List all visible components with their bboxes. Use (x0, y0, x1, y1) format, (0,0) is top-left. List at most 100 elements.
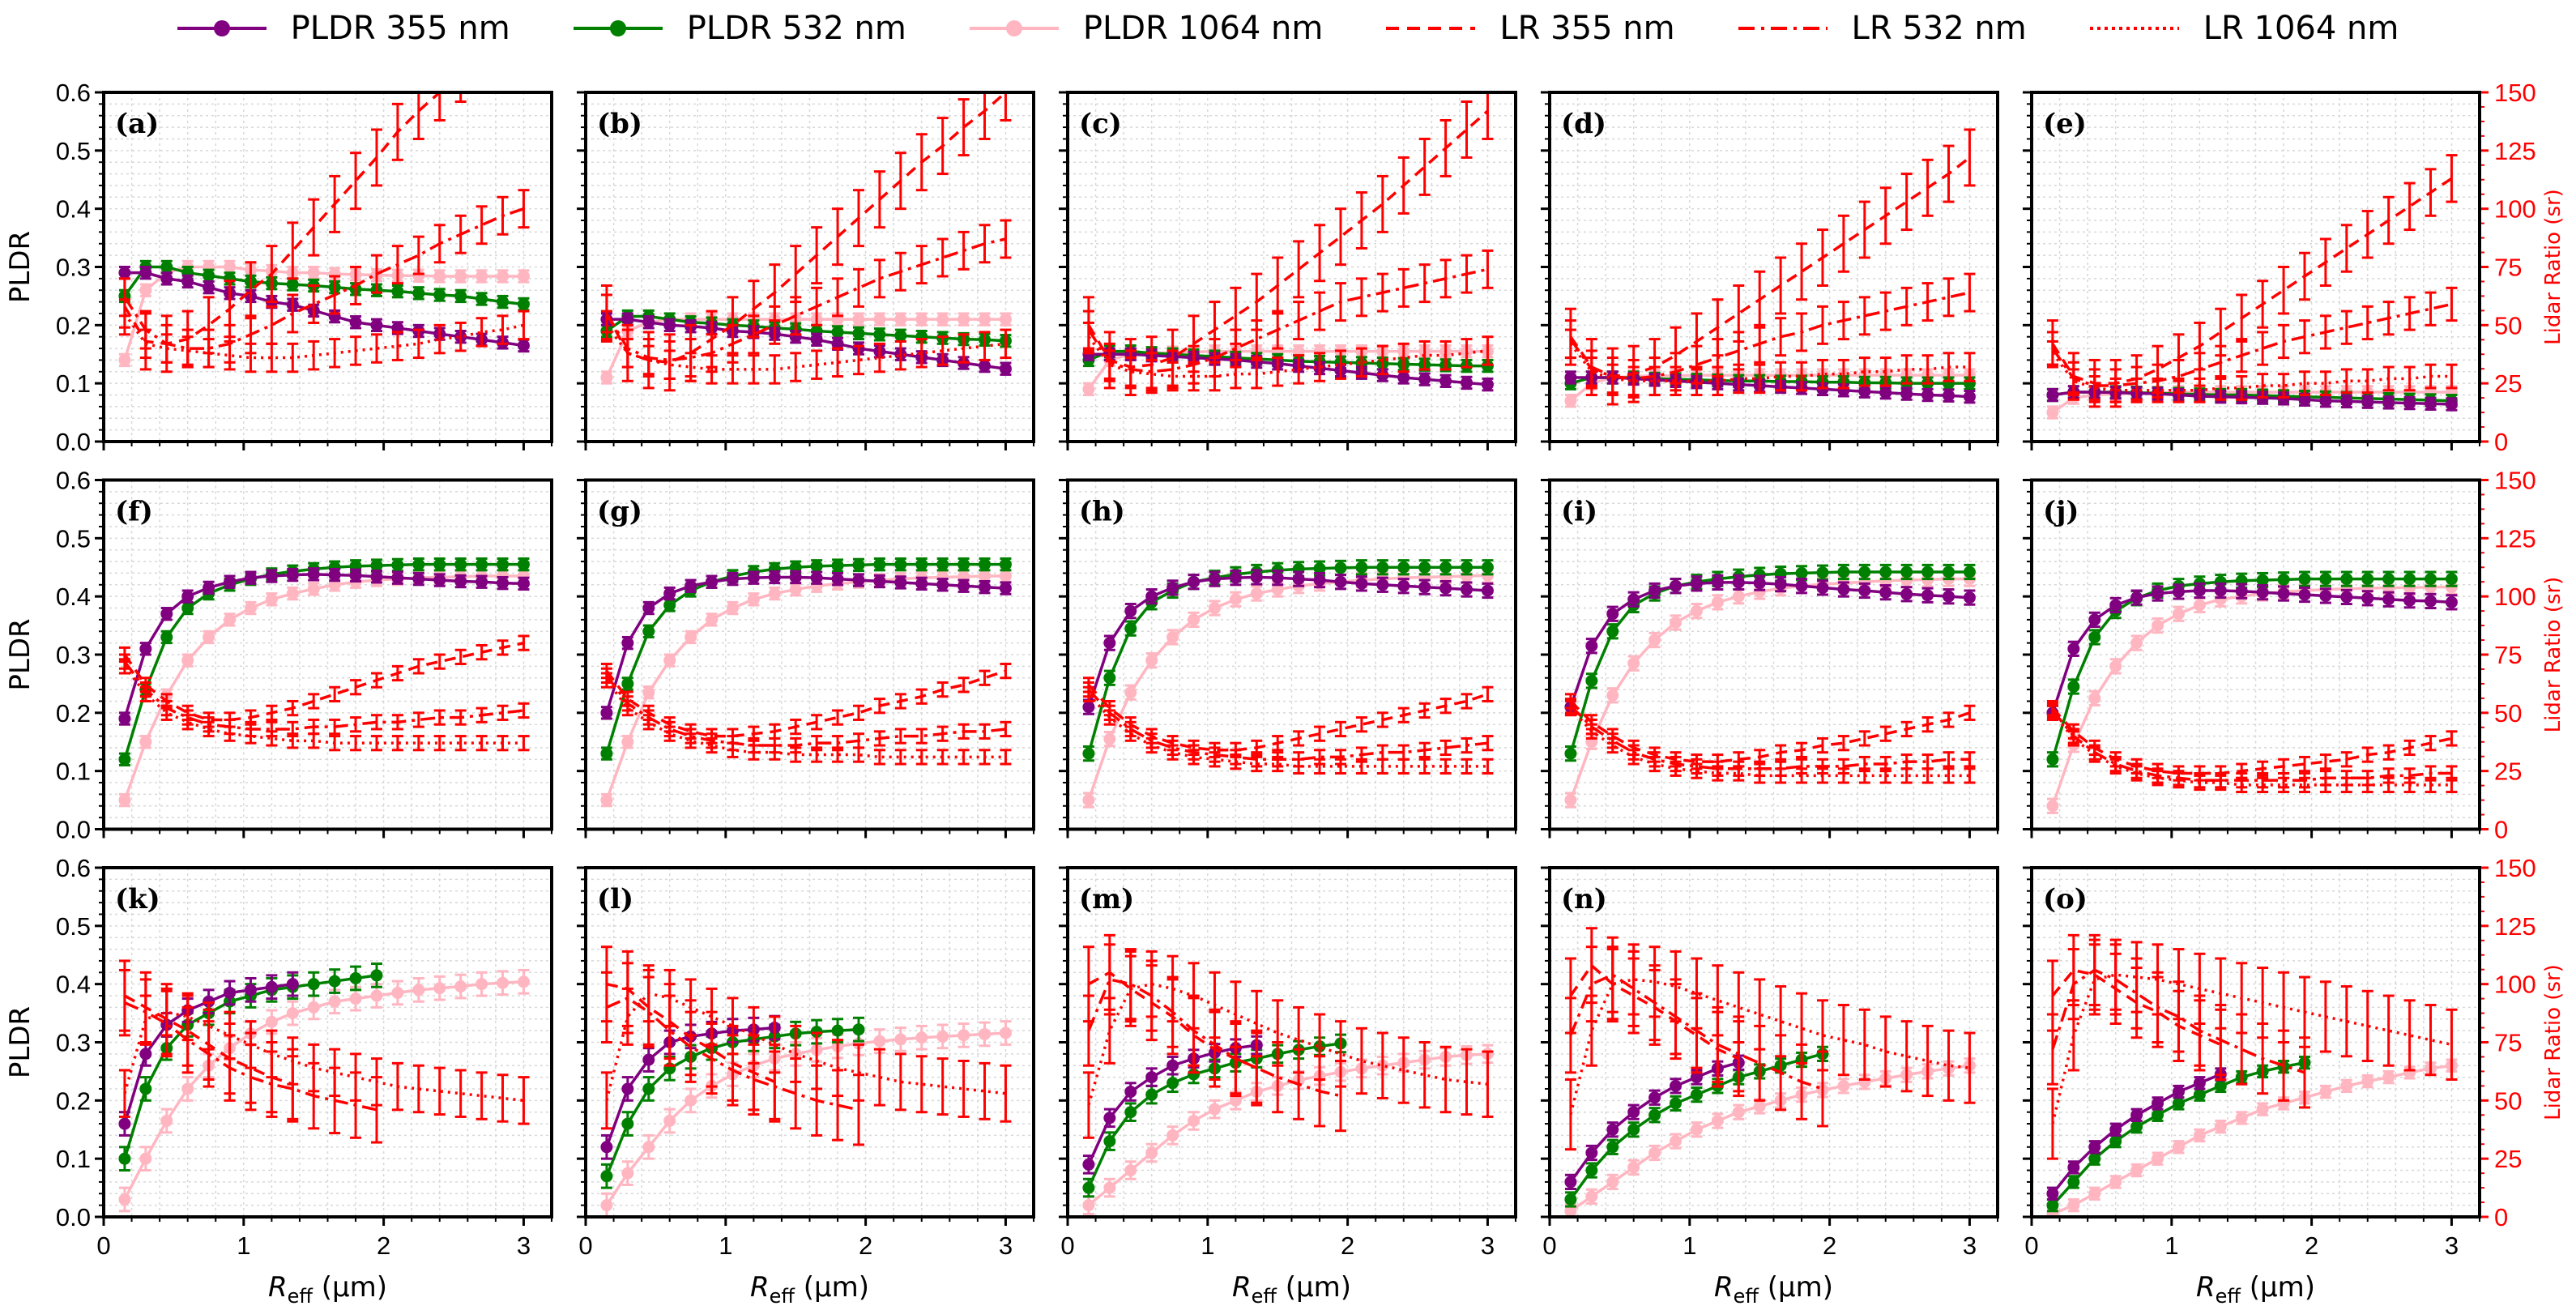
data-point (1921, 389, 1934, 402)
legend-label: PLDR 532 nm (686, 10, 906, 47)
data-point (1606, 689, 1619, 702)
data-point (979, 360, 992, 373)
data-point (768, 587, 781, 600)
series-line-lr532 (1087, 688, 1488, 762)
data-point (1921, 589, 1934, 602)
panel-h: (h) (1059, 478, 1517, 839)
data-point (1711, 595, 1724, 608)
data-point (1397, 371, 1410, 384)
legend-item-lr-1064: LR 1064 nm (2089, 10, 2399, 47)
data-point (328, 569, 341, 582)
data-point (999, 582, 1012, 595)
data-point (600, 747, 613, 760)
data-point (600, 706, 613, 719)
left-tick-label: 0.6 (56, 79, 91, 107)
data-point (1690, 604, 1703, 617)
data-point (139, 642, 152, 655)
data-point (1670, 579, 1683, 592)
data-point (621, 677, 634, 690)
data-point (265, 570, 278, 583)
data-point (663, 654, 676, 667)
data-point (160, 261, 173, 273)
data-point (1418, 561, 1431, 574)
ticks (577, 479, 1034, 839)
data-point (642, 602, 655, 615)
series-lr1064 (600, 672, 1012, 766)
data-point (2340, 395, 2353, 408)
data-point (852, 574, 865, 587)
series-lr532 (600, 667, 1012, 754)
y-axis-label-pldr: PLDR (4, 231, 36, 303)
right-tick-label: 50 (2494, 311, 2522, 339)
legend-swatch-lr-532 (1738, 27, 1828, 30)
data-point (600, 794, 613, 807)
panel-label: (e) (2043, 108, 2087, 140)
data-point (454, 574, 467, 587)
data-point (979, 313, 992, 326)
data-point (517, 558, 530, 571)
data-point (810, 571, 823, 584)
data-point (642, 625, 655, 638)
data-point (1711, 576, 1724, 589)
data-point (1670, 616, 1683, 629)
series-lr1064 (1082, 321, 1494, 392)
right-tick-label: 150 (2494, 79, 2536, 107)
data-point (265, 593, 278, 606)
series-p355 (1564, 574, 1976, 715)
series-lr1064 (1082, 685, 1494, 775)
series-lr1064 (118, 298, 530, 373)
data-point (1082, 701, 1095, 714)
data-point (1858, 566, 1871, 578)
right-tick-label: 0 (2494, 428, 2508, 456)
data-point (642, 686, 655, 699)
data-point (1103, 672, 1116, 685)
data-point (1250, 570, 1263, 583)
data-point (1481, 378, 1494, 391)
data-point (936, 558, 949, 571)
data-point (307, 583, 320, 595)
data-point (307, 267, 320, 280)
data-point (1355, 561, 1368, 574)
data-point (2298, 393, 2311, 406)
data-point (181, 654, 194, 667)
data-point (706, 575, 719, 588)
series-group (118, 92, 530, 373)
legend-label: LR 355 nm (1499, 10, 1675, 47)
data-point (1355, 577, 1368, 590)
axes-frame (2030, 91, 2481, 443)
data-point (1963, 391, 1976, 403)
series-line-lr355 (1087, 109, 1489, 369)
data-point (1250, 587, 1263, 600)
data-point (1461, 570, 1474, 583)
data-point (1208, 573, 1221, 586)
left-tick-label: 0.4 (56, 583, 91, 611)
data-point (747, 571, 760, 584)
data-point (1606, 625, 1619, 638)
data-point (433, 288, 446, 301)
data-point (517, 577, 530, 590)
series-lr532 (600, 219, 1012, 380)
data-point (370, 559, 383, 572)
data-point (1585, 674, 1598, 687)
data-point (2361, 395, 2374, 408)
data-point (726, 573, 739, 586)
panel-label: (b) (597, 108, 642, 140)
series-line-lr532 (2051, 302, 2452, 387)
series-line-lr1064 (605, 324, 1006, 371)
data-point (1376, 578, 1389, 591)
panel-c: (c) (1059, 91, 1517, 450)
right-tick-label: 125 (2494, 137, 2536, 165)
left-tick-label: 0.6 (56, 467, 91, 495)
data-point (412, 573, 425, 586)
panel-label: (f) (115, 496, 153, 528)
data-point (1648, 584, 1661, 597)
data-point (1439, 374, 1452, 387)
data-point (433, 270, 446, 283)
data-point (391, 571, 404, 584)
data-point (706, 613, 719, 626)
series-line-lr1064 (1569, 706, 1970, 778)
series-group (1082, 559, 1494, 809)
data-point (831, 559, 844, 572)
panel-b: (b) (577, 91, 1035, 450)
legend-label: PLDR 1064 nm (1082, 10, 1324, 47)
